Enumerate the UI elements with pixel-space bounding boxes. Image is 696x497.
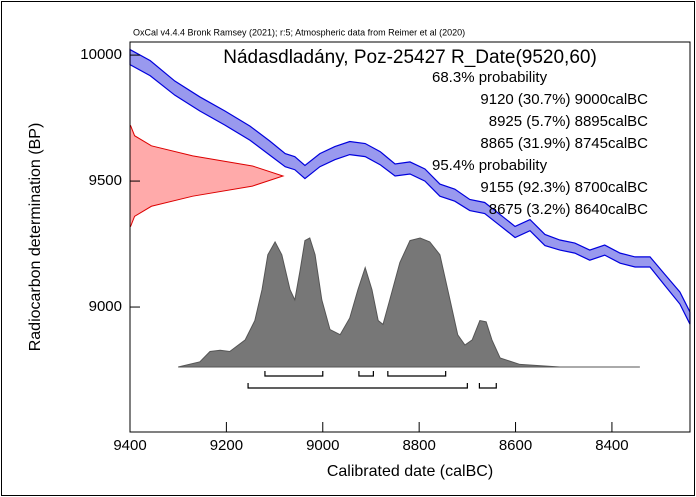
range-bar	[264, 371, 324, 377]
y-tick-label: 9500	[89, 172, 122, 189]
probability-heading: 95.4% probability	[432, 157, 548, 174]
range-bar	[387, 371, 447, 377]
range-label: 8925 (5.7%) 8895calBC	[489, 113, 648, 130]
header: OxCal v4.4.4 Bronk Ramsey (2021); r:5; A…	[133, 27, 465, 37]
range-label: 9120 (30.7%) 9000calBC	[480, 91, 648, 108]
range-bar	[358, 371, 374, 377]
y-tick-label: 10000	[80, 46, 122, 63]
y-axis-label: Radiocarbon determination (BP)	[27, 123, 44, 352]
x-tick-label: 9200	[210, 437, 243, 454]
range-label: 8865 (31.9%) 8745calBC	[480, 135, 648, 152]
x-tick-label: 8400	[595, 437, 628, 454]
posterior-distribution	[178, 237, 640, 368]
measurement-distribution	[129, 125, 285, 227]
plot-frame	[129, 41, 691, 433]
range-label: 9155 (92.3%) 8700calBC	[480, 179, 648, 196]
x-tick-label: 8600	[499, 437, 532, 454]
x-tick-label: 8800	[402, 437, 435, 454]
range-bar	[478, 383, 497, 389]
x-tick-label: 9000	[306, 437, 339, 454]
chart-title: Nádasdladány, Poz-25427 R_Date(9520,60)	[223, 47, 597, 68]
probability-heading: 68.3% probability	[432, 69, 548, 86]
range-label: 8675 (3.2%) 8640calBC	[489, 201, 648, 218]
range-bar	[247, 383, 468, 389]
x-axis-label: Calibrated date (calBC)	[327, 463, 493, 480]
x-tick-label: 9400	[113, 437, 146, 454]
y-tick-label: 9000	[89, 298, 122, 315]
